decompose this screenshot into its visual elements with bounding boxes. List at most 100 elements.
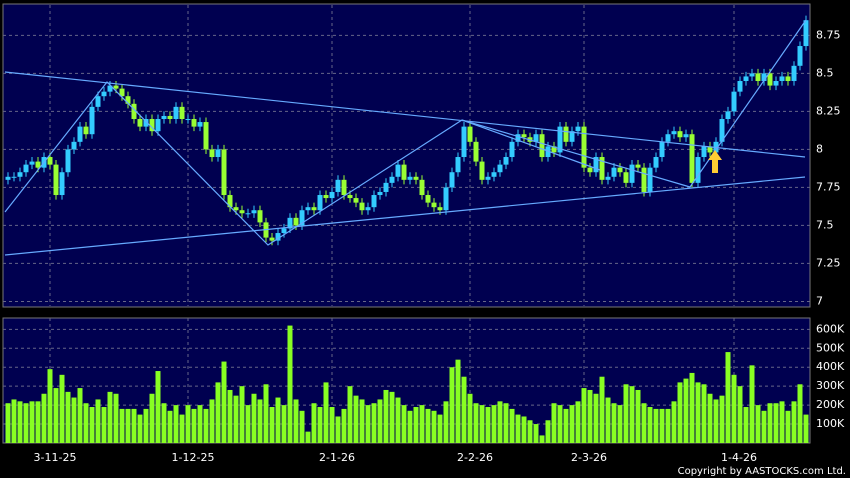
volume-bar bbox=[359, 399, 365, 443]
volume-bar bbox=[479, 405, 485, 443]
volume-bar bbox=[791, 401, 797, 443]
volume-bar bbox=[263, 384, 269, 443]
volume-bar bbox=[743, 407, 749, 443]
candle-body bbox=[455, 157, 461, 173]
copyright: Copyright by AASTOCKS.com Ltd. bbox=[678, 466, 846, 477]
candle-body bbox=[467, 126, 473, 142]
candle-body bbox=[617, 167, 623, 173]
volume-bar bbox=[683, 378, 689, 443]
volume-bar bbox=[287, 325, 293, 443]
candle-body bbox=[413, 176, 419, 180]
candle-body bbox=[209, 149, 215, 158]
volume-bar bbox=[755, 405, 761, 443]
candle-body bbox=[515, 134, 521, 142]
candle-body bbox=[311, 207, 317, 211]
volume-bar bbox=[77, 388, 83, 443]
candle-body bbox=[155, 119, 161, 132]
volume-bar bbox=[137, 414, 143, 443]
volume-bar bbox=[257, 399, 263, 443]
candle-body bbox=[323, 195, 329, 199]
volume-bar bbox=[371, 403, 377, 443]
volume-bar bbox=[707, 393, 713, 443]
y-tick-label: 400K bbox=[816, 360, 845, 373]
volume-bar bbox=[65, 391, 71, 443]
candle-body bbox=[623, 172, 629, 183]
volume-bar bbox=[419, 405, 425, 443]
x-tick-label: 2-2-26 bbox=[457, 451, 493, 464]
candle-body bbox=[377, 191, 383, 196]
volume-bar bbox=[161, 403, 167, 443]
volume-bar bbox=[149, 393, 155, 443]
volume-bar bbox=[119, 408, 125, 443]
volume-bar bbox=[437, 414, 443, 443]
candle-body bbox=[245, 213, 251, 215]
candle-body bbox=[719, 119, 725, 142]
volume-bar bbox=[503, 403, 509, 443]
candle-body bbox=[293, 217, 299, 226]
volume-bar bbox=[467, 393, 473, 443]
candle-body bbox=[11, 176, 17, 178]
candle-body bbox=[299, 210, 305, 226]
candle-body bbox=[113, 85, 119, 89]
candle-body bbox=[689, 134, 695, 183]
candle-body bbox=[611, 167, 617, 177]
volume-bar bbox=[713, 399, 719, 443]
volume-bar bbox=[239, 386, 245, 443]
candle-body bbox=[395, 164, 401, 177]
candle-body bbox=[797, 46, 803, 66]
candle-body bbox=[491, 172, 497, 177]
volume-bar bbox=[773, 403, 779, 443]
candle-body bbox=[257, 210, 263, 223]
volume-bar bbox=[191, 408, 197, 443]
candle-body bbox=[407, 176, 413, 180]
volume-bar bbox=[377, 399, 383, 443]
volume-bar bbox=[569, 405, 575, 443]
volume-bar bbox=[101, 407, 107, 443]
volume-bar bbox=[509, 408, 515, 443]
volume-bar bbox=[749, 365, 755, 443]
volume-bar bbox=[323, 382, 329, 443]
candle-body bbox=[695, 157, 701, 183]
volume-bar bbox=[179, 414, 185, 443]
volume-bar bbox=[203, 408, 209, 443]
candle-body bbox=[389, 176, 395, 183]
volume-bar bbox=[563, 408, 569, 443]
volume-bar bbox=[305, 431, 311, 443]
volume-bar bbox=[233, 395, 239, 443]
volume-bar bbox=[575, 401, 581, 443]
volume-bar bbox=[269, 407, 275, 443]
volume-bar bbox=[617, 405, 623, 443]
volume-bar bbox=[11, 399, 17, 443]
candle-body bbox=[791, 65, 797, 82]
volume-bar bbox=[497, 401, 503, 443]
volume-bar bbox=[641, 403, 647, 443]
candle-body bbox=[17, 172, 23, 177]
candle-body bbox=[173, 106, 179, 120]
volume-bar bbox=[125, 408, 131, 443]
candle-body bbox=[731, 91, 737, 112]
volume-bar bbox=[167, 410, 173, 443]
volume-bar bbox=[665, 408, 671, 443]
candle-body bbox=[149, 119, 155, 132]
volume-bar bbox=[785, 410, 791, 443]
volume-bar bbox=[533, 424, 539, 443]
candle-body bbox=[185, 119, 191, 121]
y-tick-label: 7.25 bbox=[816, 256, 841, 269]
candle-body bbox=[785, 76, 791, 82]
candle-body bbox=[305, 207, 311, 211]
candle-body bbox=[221, 149, 227, 196]
volume-bar bbox=[521, 416, 527, 443]
volume-bar bbox=[557, 405, 563, 443]
candle-body bbox=[503, 157, 509, 165]
volume-bar bbox=[275, 397, 281, 443]
volume-bar bbox=[737, 386, 743, 443]
candle-body bbox=[569, 131, 575, 142]
volume-bar bbox=[527, 420, 533, 443]
volume-bar bbox=[629, 386, 635, 443]
volume-bar bbox=[647, 407, 653, 443]
candle-body bbox=[437, 207, 443, 211]
candle-body bbox=[161, 115, 167, 120]
candle-body bbox=[23, 164, 29, 173]
candle-body bbox=[89, 106, 95, 135]
candle-body bbox=[449, 172, 455, 188]
